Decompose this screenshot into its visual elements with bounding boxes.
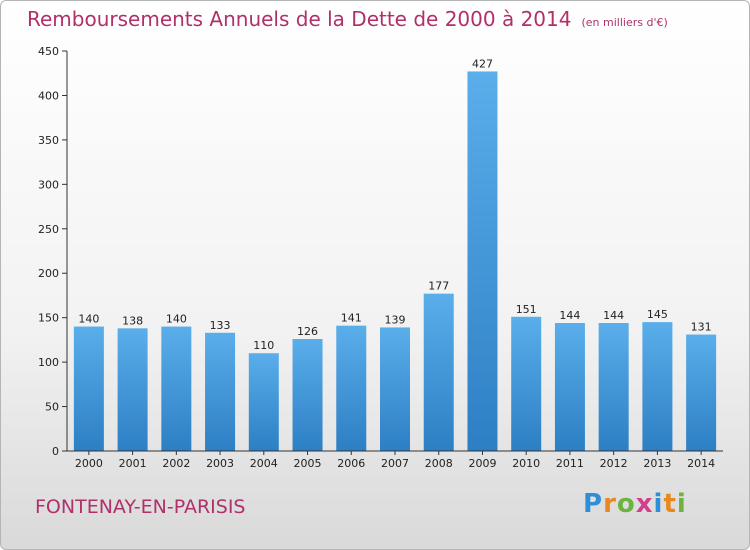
bar-2002 xyxy=(161,326,192,451)
bar-value-label: 151 xyxy=(516,303,537,316)
bar-2012 xyxy=(598,323,629,451)
bar-2006 xyxy=(336,325,367,451)
x-tick-label: 2010 xyxy=(512,457,540,470)
bar-value-label: 138 xyxy=(122,314,143,327)
place-name: FONTENAY-EN-PARISIS xyxy=(35,496,246,518)
bar-value-label: 145 xyxy=(647,308,668,321)
x-tick-label: 2014 xyxy=(687,457,715,470)
logo-letter: i xyxy=(676,489,687,519)
logo-letter: i xyxy=(653,489,664,519)
title-line: Remboursements Annuels de la Dette de 20… xyxy=(27,7,668,31)
bar-2008 xyxy=(423,293,454,451)
x-tick-label: 2008 xyxy=(425,457,453,470)
bar-value-label: 177 xyxy=(428,280,449,293)
bar-value-label: 140 xyxy=(78,313,99,326)
x-tick-label: 2009 xyxy=(468,457,496,470)
y-tick-label: 450 xyxy=(38,45,59,58)
bar-2013 xyxy=(642,322,673,451)
y-tick-label: 200 xyxy=(38,267,59,280)
y-tick-label: 0 xyxy=(52,445,59,458)
bar-2003 xyxy=(205,332,236,451)
y-tick-label: 300 xyxy=(38,178,59,191)
bar-2004 xyxy=(248,353,279,451)
logo-letter: t xyxy=(663,489,677,519)
logo-letter: o xyxy=(616,489,636,519)
x-tick-label: 2007 xyxy=(381,457,409,470)
bar-2010 xyxy=(511,316,542,451)
bar-value-label: 133 xyxy=(210,319,231,332)
y-tick-label: 350 xyxy=(38,134,59,147)
x-tick-label: 2013 xyxy=(643,457,671,470)
bar-value-label: 126 xyxy=(297,325,318,338)
proxiti-logo: Proxiti xyxy=(583,489,687,519)
logo-letter: P xyxy=(583,489,604,519)
chart-title: Remboursements Annuels de la Dette de 20… xyxy=(27,7,572,31)
x-tick-label: 2011 xyxy=(556,457,584,470)
bar-value-label: 131 xyxy=(691,321,712,334)
bar-2009 xyxy=(467,71,498,451)
y-tick-label: 100 xyxy=(38,356,59,369)
bar-2000 xyxy=(73,326,104,451)
bar-value-label: 427 xyxy=(472,57,493,70)
bar-value-label: 144 xyxy=(559,309,580,322)
bar-value-label: 139 xyxy=(385,313,406,326)
bar-2007 xyxy=(380,327,410,451)
bar-value-label: 140 xyxy=(166,313,187,326)
bar-2011 xyxy=(554,323,585,451)
chart-subtitle: (en milliers d'€) xyxy=(581,16,668,29)
x-tick-label: 2004 xyxy=(250,457,278,470)
logo-letter: r xyxy=(603,489,617,519)
x-tick-label: 2006 xyxy=(337,457,365,470)
x-tick-label: 2002 xyxy=(162,457,190,470)
bar-value-label: 144 xyxy=(603,309,624,322)
bar-2001 xyxy=(117,328,148,451)
bars: 140 138 140 133 110 126 141 139 177 427 151 144 144 1… xyxy=(73,57,717,451)
x-tick-label: 2005 xyxy=(294,457,322,470)
y-tick-label: 50 xyxy=(45,401,59,414)
y-tick-label: 400 xyxy=(38,89,59,102)
y-axis: 0 50 100 150 200 250 300 350 400 450 xyxy=(38,45,68,458)
bar-2014 xyxy=(686,334,717,451)
logo-letter: x xyxy=(635,489,654,519)
x-tick-label: 2003 xyxy=(206,457,234,470)
bar-value-label: 110 xyxy=(253,339,274,352)
bar-value-label: 141 xyxy=(341,312,362,325)
bar-2005 xyxy=(292,339,323,451)
x-axis: 2000 2001 2002 2003 2004 2005 2006 2007 2008 2009… xyxy=(62,450,723,470)
x-tick-label: 2012 xyxy=(600,457,628,470)
x-tick-label: 2000 xyxy=(75,457,103,470)
y-tick-label: 150 xyxy=(38,312,59,325)
x-tick-label: 2001 xyxy=(119,457,147,470)
y-tick-label: 250 xyxy=(38,223,59,236)
